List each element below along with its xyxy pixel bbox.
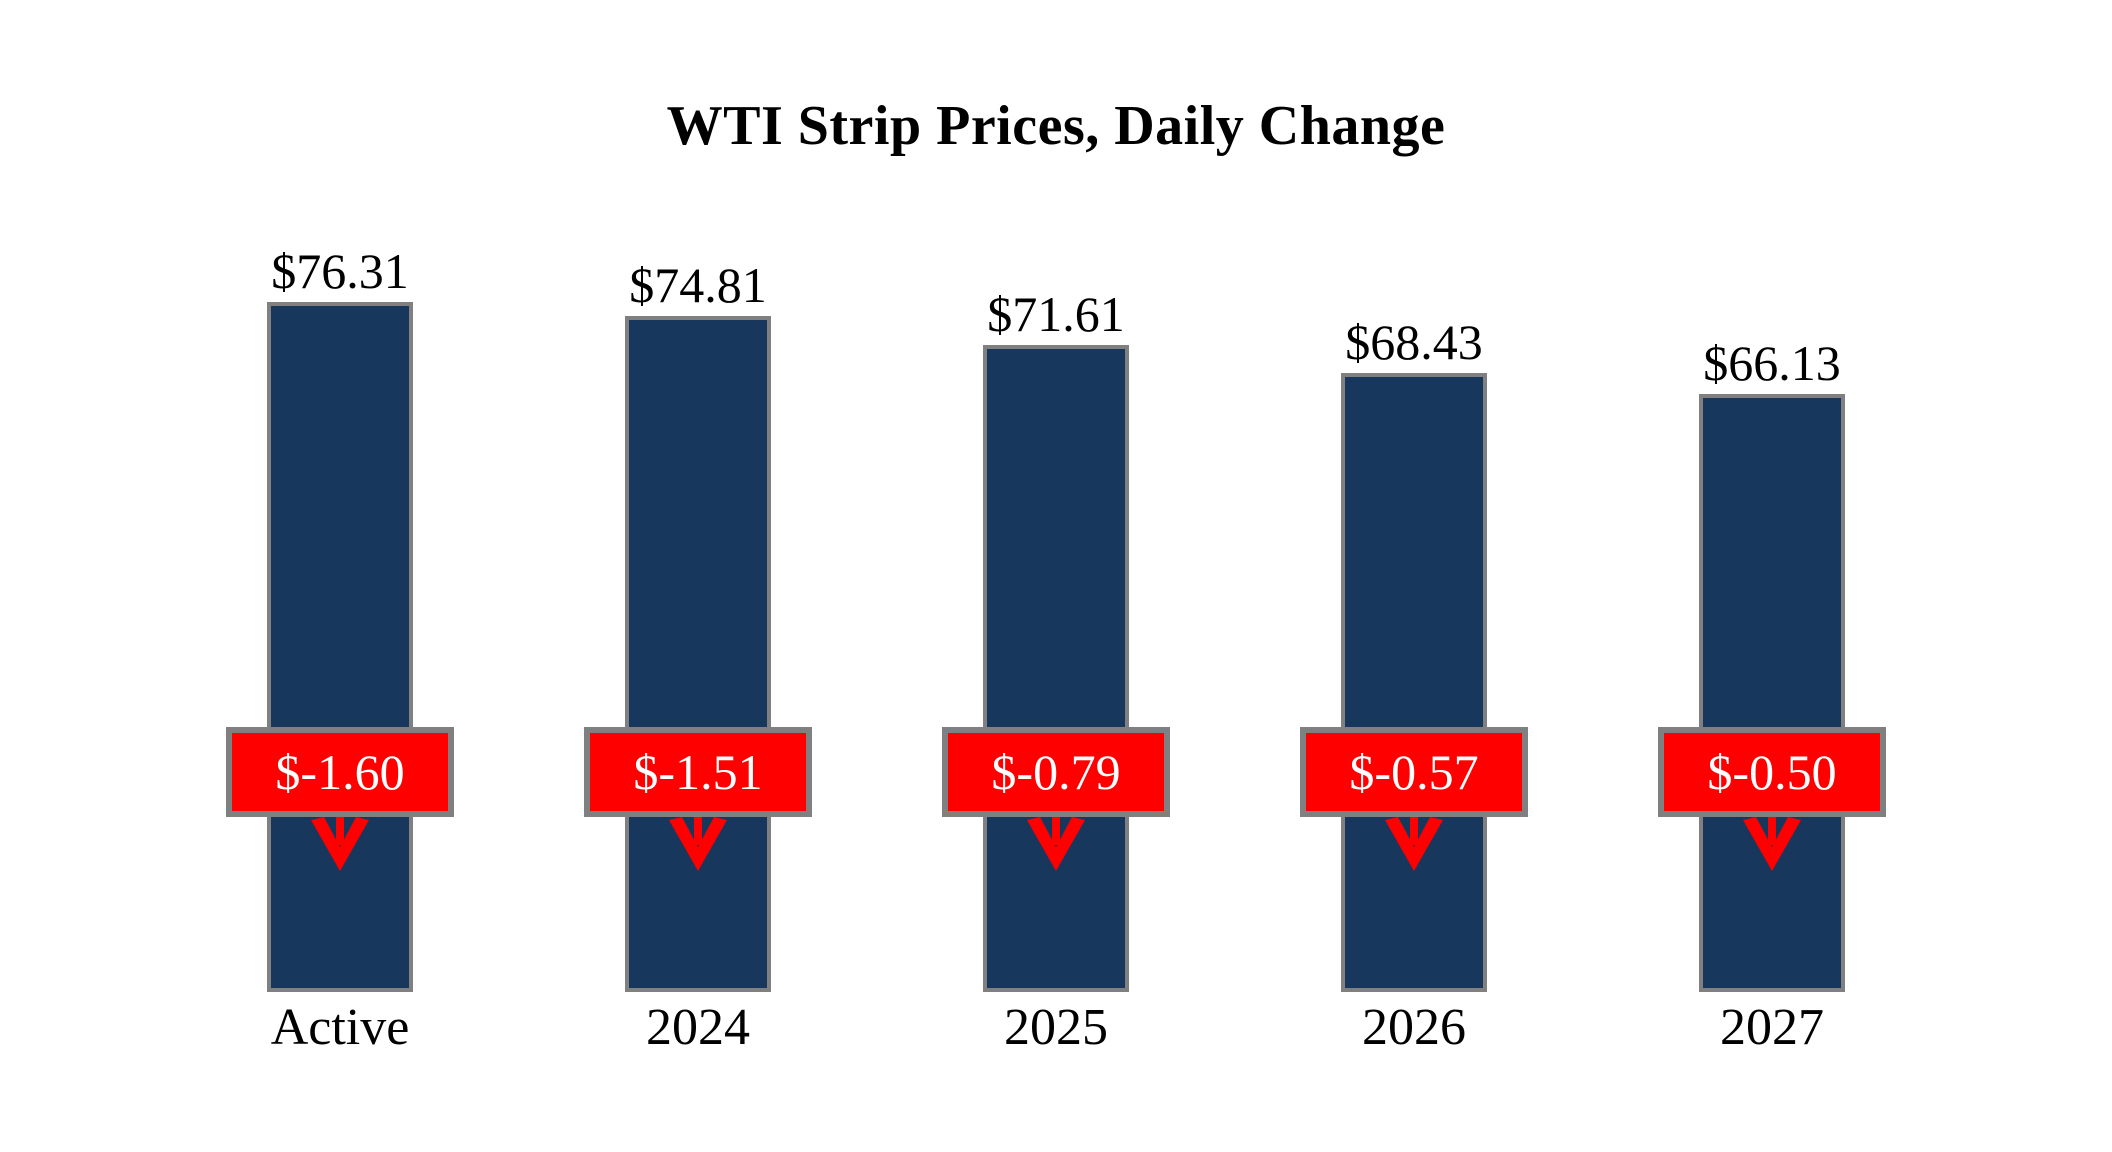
category-label: 2027 [1720,999,1824,1056]
daily-change-badge: $-0.57 [1300,727,1528,817]
bar-group: $71.61 $-0.79 2025 [877,0,1235,1152]
price-label: $66.13 [1703,335,1841,392]
category-label: 2024 [646,999,750,1056]
price-bar [1699,394,1845,992]
down-arrow-icon [1027,817,1085,871]
price-bar [625,315,771,992]
daily-change-value: $-1.51 [633,744,763,800]
price-label: $74.81 [629,256,767,313]
daily-change-badge: $-1.51 [584,727,812,817]
daily-change-value: $-0.50 [1707,744,1837,800]
bar-group: $76.31 $-1.60 Active [161,0,519,1152]
price-label: $71.61 [987,285,1125,342]
daily-change-badge: $-0.50 [1658,727,1886,817]
bar-group: $68.43 $-0.57 2026 [1235,0,1593,1152]
down-arrow-icon [311,817,369,871]
daily-change-value: $-0.79 [991,744,1121,800]
down-arrow-icon [1385,817,1443,871]
price-label: $68.43 [1345,314,1483,371]
daily-change-badge: $-0.79 [942,727,1170,817]
bar-columns: $76.31 $-1.60 Active $74.81 $-1.51 2024 … [161,0,1951,1152]
price-bar [1341,373,1487,992]
price-label: $76.31 [271,243,409,300]
daily-change-value: $-1.60 [275,744,405,800]
bar-group: $66.13 $-0.50 2027 [1593,0,1951,1152]
daily-change-value: $-0.57 [1349,744,1479,800]
bar-group: $74.81 $-1.51 2024 [519,0,877,1152]
down-arrow-icon [669,817,727,871]
daily-change-badge: $-1.60 [226,727,454,817]
category-label: Active [270,999,410,1056]
price-bar [983,344,1129,992]
down-arrow-icon [1743,817,1801,871]
price-bar [267,302,413,992]
chart-title: WTI Strip Prices, Daily Change [666,95,1446,157]
category-label: 2026 [1362,999,1466,1056]
category-label: 2025 [1004,999,1108,1056]
